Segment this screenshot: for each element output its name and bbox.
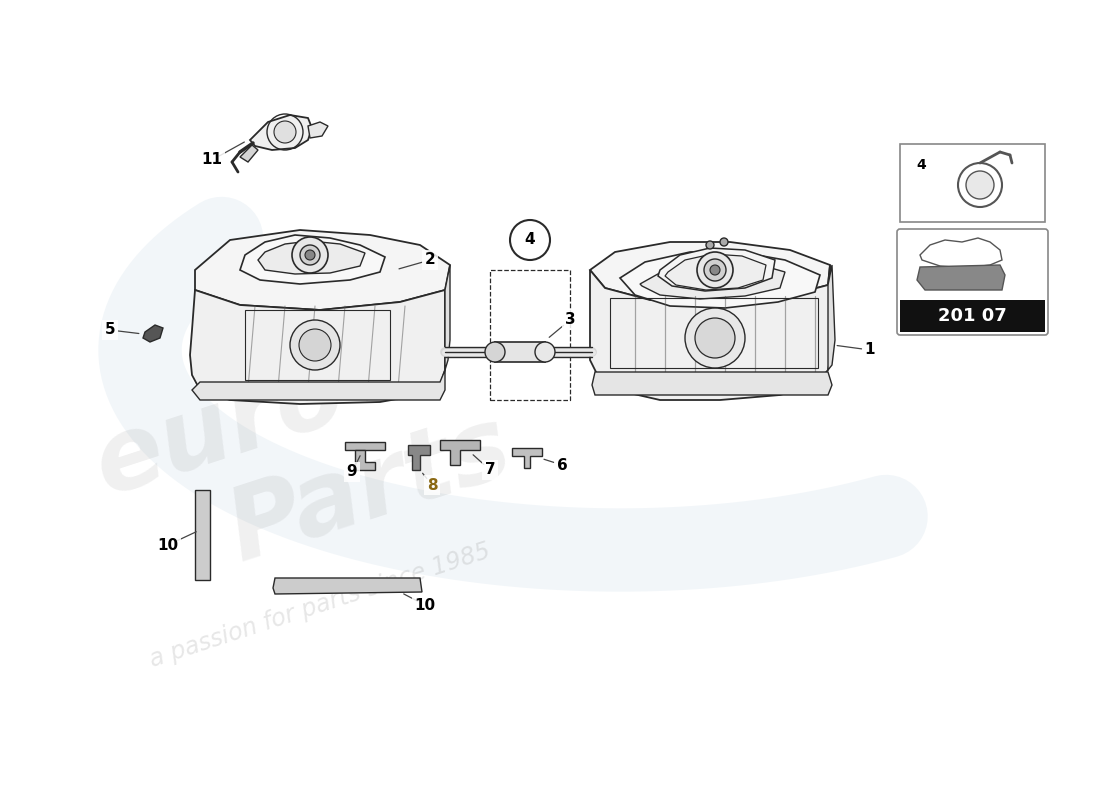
Polygon shape (240, 145, 258, 162)
Circle shape (706, 241, 714, 249)
Text: 201 07: 201 07 (937, 307, 1006, 325)
Polygon shape (300, 352, 330, 360)
Polygon shape (408, 445, 430, 470)
Circle shape (704, 259, 726, 281)
Text: 8: 8 (427, 478, 438, 493)
Polygon shape (828, 265, 835, 370)
Polygon shape (190, 290, 446, 404)
Polygon shape (658, 248, 776, 291)
Polygon shape (308, 122, 328, 138)
Polygon shape (640, 260, 785, 299)
Polygon shape (620, 252, 820, 308)
Text: 5: 5 (104, 322, 116, 338)
Polygon shape (355, 450, 375, 470)
Polygon shape (590, 265, 832, 400)
Circle shape (685, 308, 745, 368)
Circle shape (710, 265, 720, 275)
Text: 6: 6 (557, 458, 568, 473)
Polygon shape (698, 348, 732, 356)
Polygon shape (590, 242, 830, 302)
Circle shape (697, 252, 733, 288)
Polygon shape (195, 230, 450, 310)
Circle shape (300, 245, 320, 265)
Text: euro: euro (82, 344, 358, 516)
Text: 4: 4 (525, 233, 536, 247)
Polygon shape (595, 280, 830, 396)
Polygon shape (258, 241, 365, 274)
Polygon shape (250, 115, 312, 150)
Polygon shape (345, 442, 385, 450)
Polygon shape (273, 578, 422, 594)
Circle shape (292, 237, 328, 273)
Polygon shape (192, 370, 446, 400)
FancyBboxPatch shape (900, 300, 1045, 332)
Text: 7: 7 (485, 462, 495, 478)
Polygon shape (920, 238, 1002, 268)
Text: Parts: Parts (217, 399, 524, 581)
Circle shape (299, 329, 331, 361)
Text: 2: 2 (425, 253, 436, 267)
Circle shape (695, 318, 735, 358)
Polygon shape (143, 325, 163, 342)
Polygon shape (195, 490, 210, 580)
Text: 3: 3 (564, 313, 575, 327)
FancyBboxPatch shape (900, 144, 1045, 222)
Circle shape (274, 121, 296, 143)
Circle shape (485, 342, 505, 362)
Polygon shape (666, 254, 766, 290)
Circle shape (720, 238, 728, 246)
Text: 10: 10 (157, 538, 178, 553)
Text: 4: 4 (916, 158, 926, 172)
Polygon shape (440, 440, 480, 465)
Polygon shape (240, 235, 385, 284)
Polygon shape (917, 265, 1005, 290)
Text: 9: 9 (346, 465, 358, 479)
FancyBboxPatch shape (896, 229, 1048, 335)
Polygon shape (495, 342, 544, 362)
Polygon shape (512, 448, 542, 468)
Text: 10: 10 (415, 598, 436, 613)
Circle shape (305, 250, 315, 260)
Text: 1: 1 (865, 342, 876, 358)
Text: 11: 11 (201, 153, 222, 167)
Circle shape (966, 171, 994, 199)
Circle shape (535, 342, 556, 362)
Circle shape (290, 320, 340, 370)
Polygon shape (592, 372, 832, 395)
Polygon shape (446, 265, 450, 370)
Circle shape (510, 220, 550, 260)
Text: a passion for parts since 1985: a passion for parts since 1985 (146, 538, 494, 671)
